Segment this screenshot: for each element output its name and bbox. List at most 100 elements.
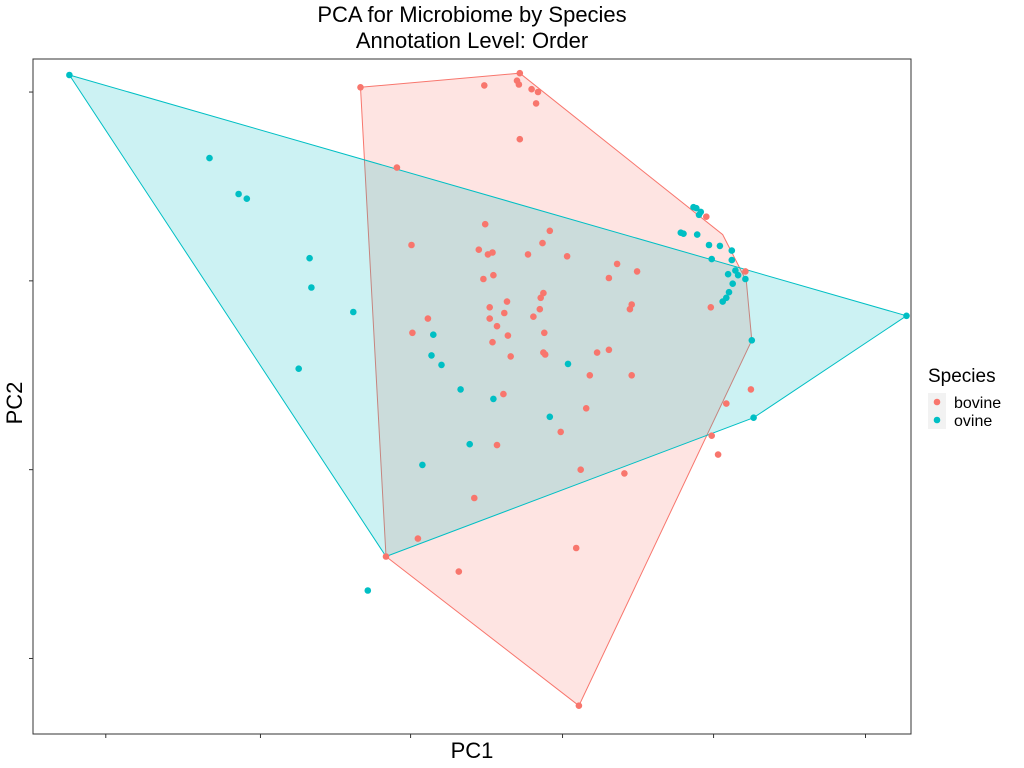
point-bovine-57 <box>714 451 722 458</box>
point-bovine-43 <box>507 353 514 360</box>
point-bovine-12 <box>408 241 415 249</box>
point-bovine-62 <box>455 568 463 575</box>
legend-key-ovine <box>933 416 941 424</box>
point-ovine-37 <box>719 298 726 305</box>
point-bovine-47 <box>582 405 590 412</box>
point-ovine-23 <box>680 230 687 237</box>
point-bovine-13 <box>475 246 483 253</box>
point-bovine-39 <box>409 329 416 337</box>
point-ovine-17 <box>466 440 474 448</box>
point-bovine-7 <box>532 100 540 107</box>
point-bovine-0 <box>357 84 364 91</box>
point-bovine-30 <box>501 309 508 317</box>
point-ovine-27 <box>728 247 736 254</box>
point-ovine-14 <box>564 360 572 368</box>
point-ovine-2 <box>235 190 242 198</box>
point-bovine-24 <box>539 239 546 247</box>
point-bovine-51 <box>628 372 635 379</box>
point-bovine-50 <box>586 372 594 379</box>
point-bovine-29 <box>486 304 494 311</box>
point-ovine-30 <box>724 270 732 278</box>
point-bovine-6 <box>534 88 542 96</box>
point-ovine-19 <box>693 204 700 212</box>
point-bovine-15 <box>524 251 532 258</box>
point-ovine-25 <box>705 241 713 249</box>
point-bovine-26 <box>503 298 511 305</box>
legend-label-bovine: bovine <box>954 395 1001 412</box>
point-ovine-10 <box>428 352 435 359</box>
point-ovine-28 <box>728 256 736 264</box>
plot-panel <box>32 58 912 735</box>
point-bovine-20 <box>742 268 749 275</box>
point-bovine-46 <box>593 349 601 356</box>
point-bovine-55 <box>557 428 564 436</box>
point-ovine-1 <box>206 154 213 162</box>
point-bovine-48 <box>541 351 549 358</box>
hull-layer <box>68 72 908 707</box>
point-ovine-32 <box>734 271 742 279</box>
point-bovine-54 <box>747 386 755 393</box>
point-bovine-32 <box>486 315 494 322</box>
point-ovine-38 <box>903 312 910 320</box>
point-bovine-42 <box>489 338 496 346</box>
point-ovine-16 <box>419 461 426 469</box>
point-ovine-4 <box>306 254 313 262</box>
point-ovine-7 <box>295 365 303 373</box>
y-axis-label: PC2 <box>2 382 27 425</box>
point-bovine-56 <box>708 432 715 440</box>
point-bovine-4 <box>515 81 523 88</box>
point-bovine-40 <box>504 332 512 339</box>
legend-key-bovine <box>933 398 941 406</box>
point-ovine-33 <box>742 275 749 283</box>
point-bovine-63 <box>572 544 580 552</box>
point-bovine-21 <box>490 271 497 279</box>
point-bovine-28 <box>540 289 547 297</box>
point-bovine-65 <box>575 702 583 709</box>
point-bovine-53 <box>493 441 501 449</box>
point-ovine-35 <box>725 288 733 296</box>
point-bovine-18 <box>613 260 621 268</box>
point-bovine-25 <box>546 227 554 235</box>
point-bovine-23 <box>605 274 613 282</box>
point-bovine-16 <box>489 249 496 256</box>
point-bovine-35 <box>536 305 544 313</box>
point-ovine-26 <box>716 242 724 250</box>
point-bovine-38 <box>707 304 715 311</box>
x-axis-label: PC1 <box>451 738 494 763</box>
point-bovine-9 <box>393 164 401 171</box>
chart-subtitle: Annotation Level: Order <box>356 28 588 53</box>
point-bovine-34 <box>530 313 537 321</box>
legend-label-ovine: ovine <box>954 413 992 430</box>
point-bovine-52 <box>500 390 507 398</box>
point-bovine-11 <box>481 220 489 228</box>
point-ovine-0 <box>66 71 73 79</box>
point-bovine-8 <box>516 135 524 143</box>
point-ovine-34 <box>729 280 736 288</box>
point-ovine-12 <box>457 386 464 393</box>
points-layer <box>66 69 910 709</box>
point-bovine-22 <box>480 275 487 283</box>
point-ovine-29 <box>708 255 715 263</box>
point-bovine-58 <box>621 470 628 477</box>
chart-title: PCA for Microbiome by Species <box>317 2 626 27</box>
point-bovine-19 <box>633 268 641 275</box>
point-bovine-64 <box>382 553 390 560</box>
legend-title: Species <box>928 366 996 387</box>
point-bovine-17 <box>563 252 571 260</box>
point-ovine-40 <box>750 414 757 422</box>
point-ovine-13 <box>490 395 497 403</box>
point-bovine-41 <box>541 329 548 337</box>
point-bovine-60 <box>471 494 478 502</box>
point-bovine-61 <box>414 535 422 542</box>
ticks-layer <box>29 91 867 738</box>
point-bovine-31 <box>424 315 432 322</box>
point-ovine-11 <box>438 361 445 369</box>
point-ovine-8 <box>364 587 372 594</box>
point-bovine-1 <box>481 82 488 89</box>
point-ovine-21 <box>695 211 703 219</box>
point-ovine-39 <box>748 337 756 344</box>
point-ovine-9 <box>430 331 437 339</box>
point-ovine-6 <box>350 308 357 316</box>
